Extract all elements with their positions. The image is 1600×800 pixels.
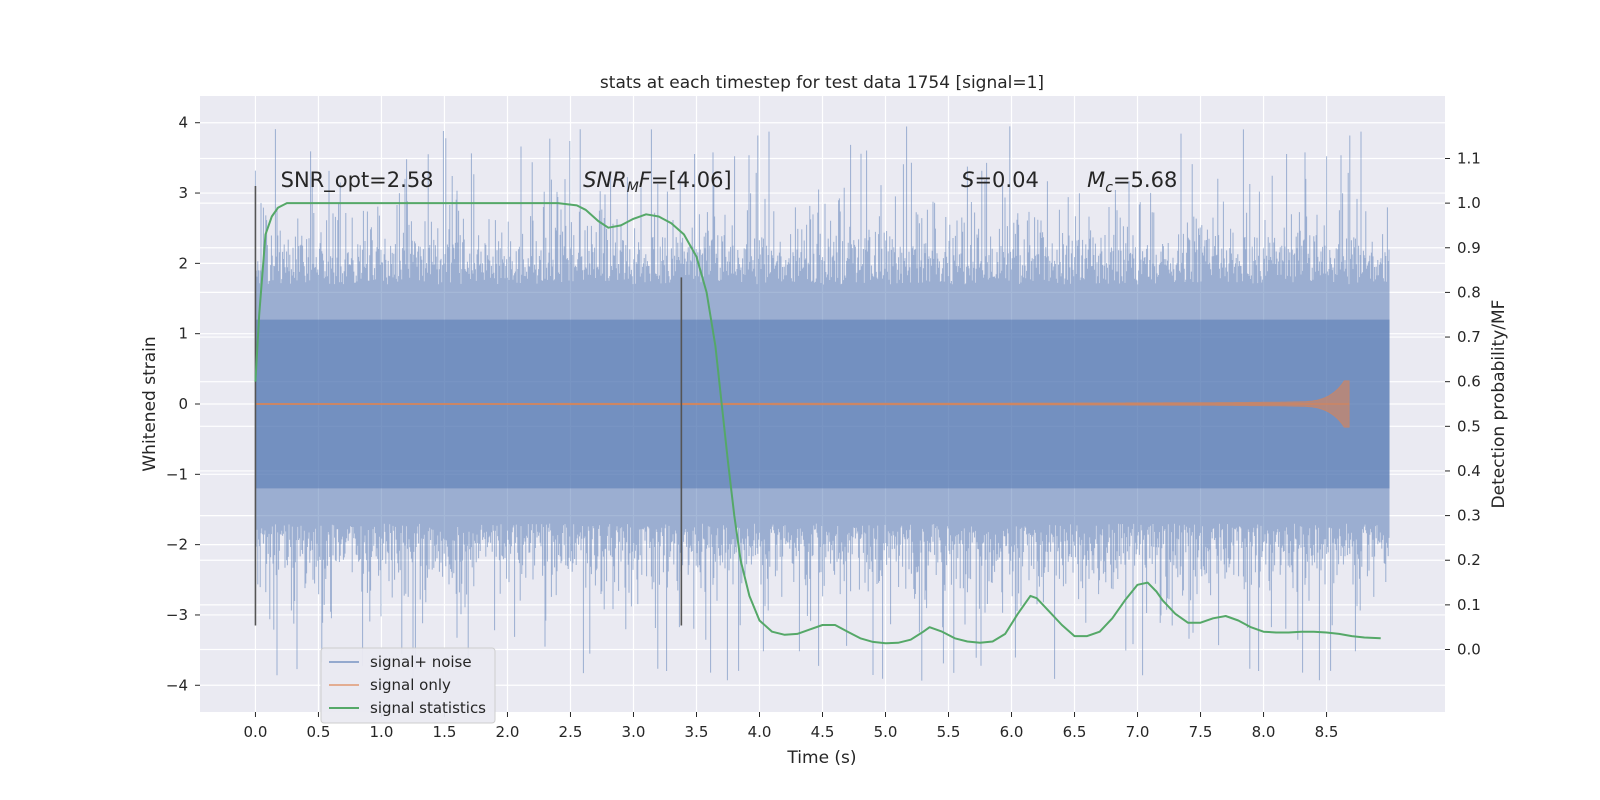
- y-tick-label: −4: [166, 676, 188, 694]
- x-tick-label: 2.0: [496, 723, 520, 741]
- legend-label-stats: signal statistics: [370, 699, 486, 717]
- y-tick-label: 1: [178, 325, 188, 343]
- y-right-tick-label: 0.8: [1457, 283, 1481, 301]
- annotation-mc-value: =5.68: [1113, 168, 1177, 192]
- annotation-snr-mf-value: =[4.06]: [651, 168, 732, 192]
- legend-box: [320, 647, 496, 724]
- y-right-tick-label: 0.5: [1457, 417, 1481, 435]
- x-tick-label: 0.5: [307, 723, 331, 741]
- annotation-s: S=0.04: [961, 168, 1039, 192]
- y-tick-label: 0: [178, 395, 188, 413]
- legend-label-noise: signal+ noise: [370, 653, 472, 671]
- y-right-tick-label: 0.9: [1457, 239, 1481, 257]
- y-right-tick-label: 1.1: [1457, 149, 1481, 167]
- x-axis-ticks: 0.0 0.5 1.0 1.5 2.0 2.5 3.0 3.5 4.0 4.5 5.0 5.5 6.0 6…: [244, 712, 1339, 741]
- annotation-snr-mf-prefix: SNR: [583, 168, 627, 192]
- x-tick-label: 6.5: [1063, 723, 1087, 741]
- y-tick-label: 4: [178, 114, 188, 132]
- y-right-tick-label: 0.4: [1457, 462, 1481, 480]
- y-right-tick-label: 0.0: [1457, 641, 1481, 659]
- y-tick-label: 3: [178, 184, 188, 202]
- y-right-tick-label: 0.1: [1457, 596, 1481, 614]
- signal-statistics-series: [254, 202, 1381, 645]
- x-tick-label: 4.0: [748, 723, 772, 741]
- x-tick-label: 5.0: [874, 723, 898, 741]
- legend: signal+ noise signal only signal statist…: [320, 647, 496, 724]
- y-right-tick-label: 0.3: [1457, 507, 1481, 525]
- vertical-markers: [254, 186, 683, 626]
- x-tick-label: 7.0: [1126, 723, 1150, 741]
- legend-label-signal: signal only: [370, 676, 451, 694]
- signal-statistics-line: [254, 202, 1381, 645]
- x-tick-label: 5.5: [937, 723, 961, 741]
- y-tick-label: −2: [166, 536, 188, 554]
- x-tick-label: 2.5: [559, 723, 583, 741]
- y-right-tick-label: 0.2: [1457, 551, 1481, 569]
- y-tick-label: −1: [166, 465, 188, 483]
- y-axis-ticks: 4 3 2 1 0 −1 −2 −3 −4: [166, 114, 200, 694]
- x-tick-label: 8.5: [1315, 723, 1339, 741]
- annotation-s-symbol: S: [961, 168, 974, 192]
- x-tick-label: 8.0: [1252, 723, 1276, 741]
- y-tick-label: −3: [166, 606, 188, 624]
- x-axis-label: Time (s): [786, 748, 856, 768]
- annotation-snr-mf-f: F: [639, 168, 652, 192]
- annotations: SNR_opt=2.58 SNRMF=[4.06] S=0.04 Mc=5.68: [281, 168, 1178, 196]
- annotation-mc-symbol: M: [1087, 168, 1105, 192]
- y-axis-label: Whitened strain: [140, 336, 160, 471]
- annotation-snr-opt: SNR_opt=2.58: [281, 168, 434, 193]
- y-right-tick-label: 0.7: [1457, 328, 1481, 346]
- x-tick-label: 4.5: [811, 723, 835, 741]
- y-right-tick-label: 1.0: [1457, 194, 1481, 212]
- annotation-snr-mf-subscript: M: [627, 180, 639, 196]
- signal-only-series: [255, 380, 1350, 428]
- y-right-tick-label: 0.6: [1457, 373, 1481, 391]
- x-tick-label: 3.0: [622, 723, 646, 741]
- y-right-axis-label: Detection probability/MF: [1489, 300, 1509, 509]
- y-right-axis-ticks: 1.1 1.0 0.9 0.8 0.7 0.6 0.5 0.4 0.3 0.2 0.1 0.0: [1445, 149, 1481, 659]
- annotation-mc: Mc=5.68: [1087, 168, 1177, 196]
- x-tick-label: 3.5: [685, 723, 709, 741]
- x-tick-label: 1.5: [433, 723, 457, 741]
- x-tick-label: 7.5: [1189, 723, 1213, 741]
- annotation-mc-subscript: c: [1105, 180, 1113, 196]
- x-tick-label: 0.0: [244, 723, 268, 741]
- chart-title: stats at each timestep for test data 175…: [600, 73, 1044, 93]
- x-tick-label: 1.0: [370, 723, 394, 741]
- annotation-snr-mf: SNRMF=[4.06]: [583, 168, 732, 196]
- annotation-s-value: =0.04: [974, 168, 1038, 192]
- x-tick-label: 6.0: [1000, 723, 1024, 741]
- y-tick-label: 2: [178, 254, 188, 272]
